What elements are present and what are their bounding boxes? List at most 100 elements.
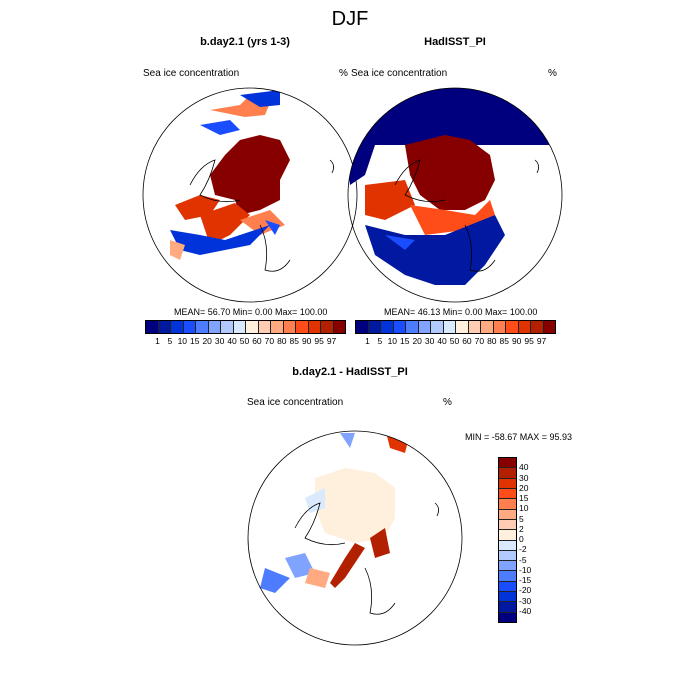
colorbar-tick-label: 50 [449, 336, 460, 346]
colorbar-box [393, 321, 406, 333]
colorbar-tick-label: 60 [252, 336, 262, 346]
colorbar-box [499, 509, 516, 520]
colorbar-box [431, 321, 444, 333]
colorbar-tick-label: 85 [289, 336, 299, 346]
colorbar-box [499, 550, 516, 562]
colorbar-box [499, 478, 516, 489]
colorbar-box [499, 488, 516, 500]
colorbar-tick-label: 97 [536, 336, 547, 346]
colorbar-tick-label: 2 [519, 523, 524, 534]
colorbar-tick-label: 40 [519, 462, 529, 473]
colorbar-box [418, 321, 431, 333]
colorbar-tick-label: 10 [387, 336, 398, 346]
colorbar-box [499, 540, 516, 551]
colorbar-tick-label: 5 [167, 336, 173, 346]
colorbar-tick-label: 70 [474, 336, 485, 346]
colorbar-tick-label: 1 [155, 336, 160, 346]
colorbar-tick-label: -40 [519, 605, 532, 616]
colorbar-labels-diff: 40 30 20 15 10 5 2 0 -2 -5 -10 -15 -20 -30 -40 [519, 457, 549, 621]
colorbar-box [406, 321, 419, 333]
colorbar-tick-label: 90 [511, 336, 522, 346]
colorbar-box [171, 321, 184, 333]
colorbar-tick-label: 5 [519, 513, 524, 524]
colorbar-diff [498, 457, 517, 623]
colorbar-tick-label: 60 [462, 336, 472, 346]
colorbar-box [499, 458, 516, 469]
units-label-obs: % [548, 68, 557, 79]
colorbar-box [468, 321, 481, 333]
colorbar-box [321, 321, 334, 333]
colorbar-tick-label: 40 [227, 336, 237, 346]
colorbar-box [499, 519, 516, 531]
stats-model: MEAN= 56.70 Min= 0.00 Max= 100.00 [174, 307, 328, 317]
colorbar-box [258, 321, 271, 333]
colorbar-box [499, 592, 516, 603]
figure-title: DJF [331, 8, 369, 30]
colorbar-tick-label: -2 [519, 544, 527, 555]
colorbar-box [506, 321, 519, 333]
colorbar-box [158, 321, 171, 333]
colorbar-box [368, 321, 381, 333]
colorbar-box [271, 321, 284, 333]
colorbar-tick-label: 40 [437, 336, 447, 346]
colorbar-tick-label: 50 [239, 336, 250, 346]
colorbar-tick-label: 10 [519, 503, 529, 514]
colorbar-box [381, 321, 394, 333]
colorbar-tick-label: 20 [519, 482, 529, 493]
colorbar-box [481, 321, 494, 333]
colorbar-box [196, 321, 209, 333]
panel-title-diff: b.day2.1 - HadISST_PI [292, 366, 408, 378]
colorbar-box [333, 321, 345, 333]
colorbar-labels-obs: 1 5 10 15 20 30 40 50 60 70 80 85 90 95 97 [355, 336, 554, 348]
colorbar-box [499, 468, 516, 479]
colorbar-tick-label: 95 [524, 336, 534, 346]
colorbar-tick-label: 15 [190, 336, 200, 346]
variable-label-obs: Sea ice concentration [351, 68, 448, 79]
colorbar-box [183, 321, 196, 333]
colorbar-tick-label: 1 [365, 336, 370, 346]
colorbar-tick-label: 30 [424, 336, 435, 346]
colorbar-box [208, 321, 221, 333]
colorbar-tick-label: -20 [519, 585, 532, 596]
colorbar-box [456, 321, 469, 333]
colorbar-tick-label: 5 [377, 336, 383, 346]
colorbar-box [308, 321, 321, 333]
colorbar-box [499, 612, 516, 622]
colorbar-box [499, 561, 516, 572]
colorbar-box [233, 321, 246, 333]
colorbar-tick-label: 20 [202, 336, 212, 346]
colorbar-tick-label: -10 [519, 564, 532, 575]
colorbar-tick-label: 90 [301, 336, 312, 346]
polar-map-diff [247, 430, 463, 646]
colorbar-tick-label: 95 [314, 336, 324, 346]
colorbar-tick-label: -5 [519, 554, 527, 565]
colorbar-box [531, 321, 544, 333]
colorbar-box [356, 321, 369, 333]
colorbar-tick-label: -15 [519, 575, 532, 585]
units-label-model: % [339, 68, 348, 79]
colorbar-box [246, 321, 259, 333]
colorbar-box [518, 321, 531, 333]
panel-title-model: b.day2.1 (yrs 1-3) [200, 36, 290, 48]
colorbar-tick-label: 15 [400, 336, 410, 346]
colorbar-model [145, 320, 346, 334]
colorbar-box [493, 321, 506, 333]
polar-map-obs [347, 87, 563, 303]
colorbar-box [499, 530, 516, 541]
polar-map-model [142, 87, 358, 303]
colorbar-tick-label: 85 [499, 336, 509, 346]
colorbar-box [221, 321, 234, 333]
colorbar-box [499, 581, 516, 593]
colorbar-box [283, 321, 296, 333]
colorbar-box [146, 321, 159, 333]
colorbar-box [443, 321, 456, 333]
colorbar-box [499, 499, 516, 510]
colorbar-tick-label: 30 [519, 472, 529, 483]
colorbar-tick-label: 20 [412, 336, 422, 346]
colorbar-tick-label: 10 [177, 336, 188, 346]
variable-label-diff: Sea ice concentration [247, 397, 344, 408]
colorbar-tick-label: 97 [326, 336, 337, 346]
colorbar-box [499, 602, 516, 613]
stats-obs: MEAN= 46.13 Min= 0.00 Max= 100.00 [384, 307, 538, 317]
